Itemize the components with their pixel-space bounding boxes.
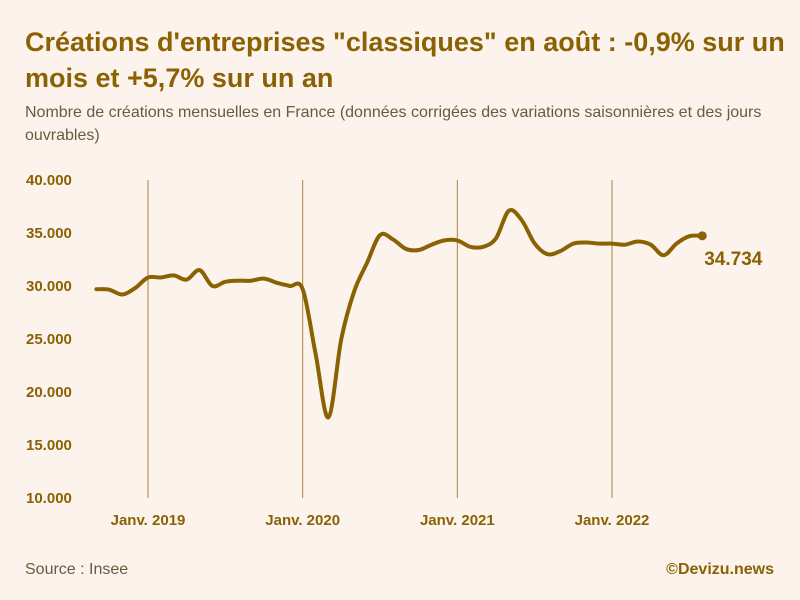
end-value-label: 34.734 [704, 249, 763, 270]
gridlines [147, 180, 613, 498]
y-tick-label: 25.000 [26, 331, 72, 348]
source-note: Source : Insee [25, 561, 129, 578]
y-tick-label: 20.000 [26, 384, 72, 401]
brand-credit: ©Devizu.news [666, 561, 774, 578]
y-tick-label: 10.000 [26, 490, 72, 507]
x-tick-label: Janv. 2021 [420, 512, 495, 529]
y-tick-label: 40.000 [26, 172, 72, 189]
x-tick-label: Janv. 2022 [575, 512, 650, 529]
x-tick-label: Janv. 2019 [111, 512, 186, 529]
x-tick-label: Janv. 2020 [265, 512, 340, 529]
y-tick-label: 30.000 [26, 278, 72, 295]
chart-title: Créations d'entreprises "classiques" en … [25, 27, 785, 93]
series-line [94, 208, 705, 420]
chart-subtitle: Nombre de créations mensuelles en France… [25, 104, 762, 144]
y-axis: 10.000 15.000 20.000 25.000 30.000 35.000 40.0… [26, 172, 72, 507]
end-point [697, 231, 707, 241]
x-axis: Janv. 2019 Janv. 2020 Janv. 2021 Janv. 2022 [111, 512, 650, 529]
y-tick-label: 15.000 [26, 437, 72, 454]
y-tick-label: 35.000 [26, 225, 72, 242]
